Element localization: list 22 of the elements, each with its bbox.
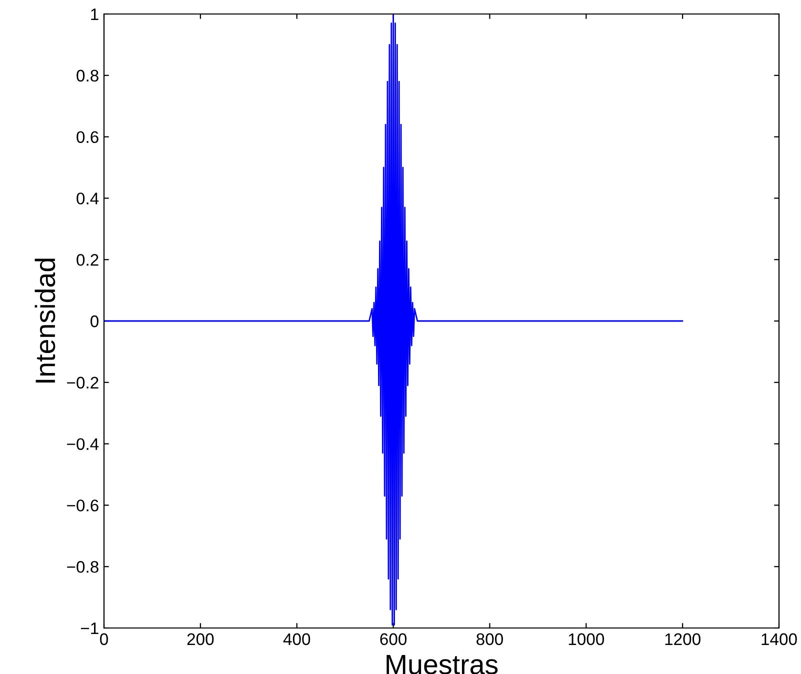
- y-axis-title: Intensidad: [34, 258, 56, 383]
- x-tick-label: 200: [187, 633, 214, 646]
- x-tick-label: 0: [100, 633, 108, 646]
- y-tick-label: −1: [80, 622, 98, 634]
- x-tick-label: 1200: [665, 633, 700, 646]
- y-tick-label: −0.6: [67, 500, 98, 512]
- y-tick-label: −0.8: [67, 561, 98, 573]
- y-tick-label: 0.6: [76, 131, 98, 144]
- x-tick-label: 400: [283, 633, 310, 646]
- y-tick-label: 0.2: [76, 254, 98, 266]
- y-tick-label: 1: [91, 8, 98, 20]
- y-tick-label: 0.4: [76, 192, 99, 204]
- x-axis-title: Muestras: [386, 654, 498, 674]
- x-tick-label: 1400: [762, 633, 797, 646]
- y-tick-label: −0.2: [67, 376, 98, 389]
- y-tick-label: 0: [90, 315, 98, 328]
- y-tick-label: −0.4: [67, 438, 99, 450]
- x-tick-label: 1000: [568, 633, 604, 646]
- x-tick-label: 800: [476, 633, 503, 646]
- x-tick-label: 600: [380, 633, 407, 646]
- line-series: [104, 14, 684, 626]
- y-tick-label: 0.8: [76, 70, 98, 82]
